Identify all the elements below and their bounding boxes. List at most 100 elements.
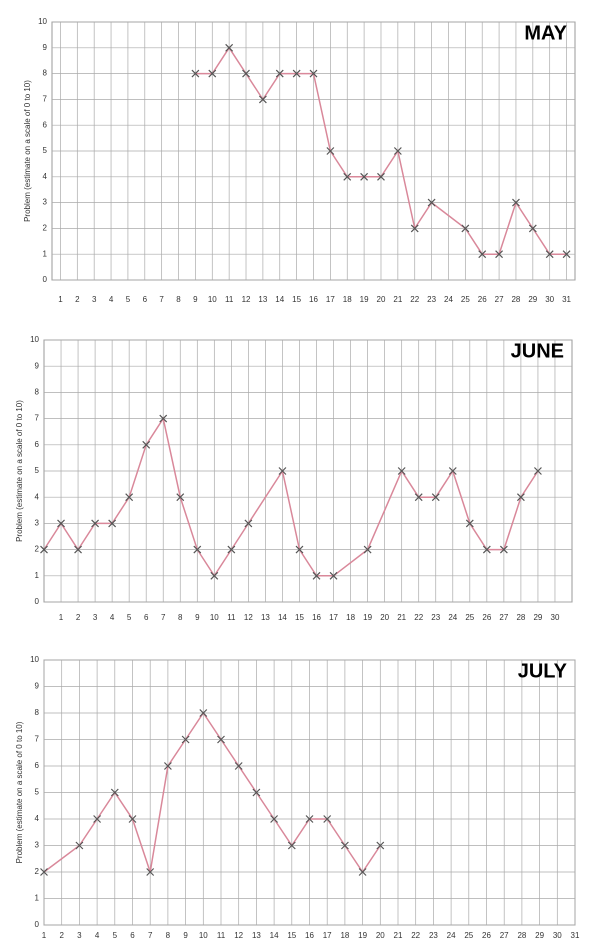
data-point — [270, 815, 279, 823]
data-point — [427, 198, 436, 207]
y-tick-label: 10 — [30, 655, 39, 664]
x-tick-label: 28 — [517, 931, 526, 940]
x-tick-label: 27 — [499, 613, 508, 622]
data-point — [191, 69, 200, 78]
x-tick-label: 24 — [444, 295, 453, 304]
x-tick-label: 26 — [482, 613, 491, 622]
x-tick-label: 22 — [414, 613, 423, 622]
x-tick-label: 24 — [447, 931, 456, 940]
data-point — [199, 709, 208, 717]
y-axis-label: Problem (estimate on a scale of 0 to 10) — [15, 400, 24, 542]
y-tick-label: 1 — [35, 894, 40, 903]
y-tick-label: 4 — [35, 492, 40, 501]
x-tick-label: 21 — [393, 295, 402, 304]
x-tick-label: 2 — [75, 295, 80, 304]
x-tick-label: 23 — [429, 931, 438, 940]
data-point — [57, 519, 65, 528]
data-point — [275, 69, 284, 78]
data-point — [410, 224, 419, 233]
y-tick-label: 5 — [35, 466, 40, 475]
x-tick-label: 28 — [516, 613, 525, 622]
data-point — [358, 868, 367, 876]
data-point — [360, 172, 369, 181]
x-tick-label: 9 — [183, 931, 188, 940]
x-tick-label: 19 — [363, 613, 372, 622]
data-point — [397, 467, 406, 475]
data-point — [292, 69, 301, 78]
x-tick-label: 1 — [59, 613, 64, 622]
x-tick-label: 25 — [465, 613, 474, 622]
data-point — [482, 545, 491, 554]
data-point — [376, 841, 385, 850]
x-tick-label: 7 — [159, 295, 164, 304]
y-tick-label: 8 — [35, 388, 40, 397]
data-point — [181, 735, 190, 744]
y-tick-label: 9 — [35, 361, 40, 370]
y-tick-label: 3 — [35, 519, 40, 528]
y-tick-label: 3 — [43, 198, 48, 207]
y-tick-label: 9 — [35, 682, 40, 691]
x-tick-label: 27 — [500, 931, 509, 940]
x-tick-label: 21 — [397, 613, 406, 622]
x-tick-label: 21 — [394, 931, 403, 940]
data-point — [534, 467, 542, 475]
data-point — [393, 147, 402, 155]
x-tick-label: 4 — [110, 613, 115, 622]
x-tick-label: 14 — [275, 295, 284, 304]
x-tick-label: 17 — [323, 931, 332, 940]
y-tick-label: 8 — [43, 69, 48, 78]
data-point — [142, 440, 151, 449]
x-tick-label: 5 — [126, 295, 131, 304]
x-tick-label: 12 — [234, 931, 243, 940]
y-tick-label: 8 — [35, 708, 40, 717]
chart-title: JULY — [518, 660, 568, 682]
x-tick-label: 20 — [380, 613, 389, 622]
y-tick-label: 5 — [43, 146, 48, 155]
x-tick-label: 30 — [545, 295, 554, 304]
y-axis-label: Problem (estimate on a scale of 0 to 10) — [23, 80, 32, 222]
chart-title: MAY — [524, 22, 567, 44]
data-point — [465, 519, 474, 528]
data-point — [234, 762, 243, 770]
data-point — [295, 545, 304, 554]
data-point — [208, 69, 217, 78]
x-tick-label: 5 — [127, 613, 132, 622]
x-tick-label: 28 — [511, 295, 520, 304]
x-tick-label: 9 — [195, 613, 200, 622]
data-point — [40, 868, 48, 876]
x-tick-label: 23 — [427, 295, 436, 304]
data-point — [323, 815, 332, 823]
data-point — [91, 519, 100, 528]
data-point — [125, 493, 134, 502]
y-tick-label: 7 — [35, 735, 40, 744]
x-tick-label: 25 — [461, 295, 470, 304]
x-tick-label: 2 — [76, 613, 81, 622]
data-point — [93, 815, 102, 823]
x-tick-label: 4 — [95, 931, 100, 940]
y-tick-label: 4 — [35, 814, 40, 823]
y-tick-label: 10 — [30, 335, 39, 344]
x-tick-label: 3 — [93, 613, 98, 622]
x-tick-label: 11 — [227, 613, 236, 622]
data-point — [244, 519, 253, 528]
x-tick-label: 14 — [278, 613, 287, 622]
data-point — [146, 868, 155, 876]
y-tick-label: 1 — [43, 249, 48, 258]
data-point — [461, 224, 470, 233]
x-tick-label: 25 — [464, 931, 473, 940]
data-point — [176, 493, 185, 502]
x-tick-label: 11 — [217, 931, 226, 940]
x-tick-label: 6 — [143, 295, 148, 304]
x-tick-label: 7 — [148, 931, 153, 940]
x-tick-label: 23 — [431, 613, 440, 622]
x-tick-label: 16 — [305, 931, 314, 940]
x-tick-label: 2 — [59, 931, 64, 940]
chart-title: JUNE — [511, 340, 564, 362]
x-tick-label: 6 — [144, 613, 149, 622]
data-line — [195, 46, 567, 255]
data-point — [252, 788, 261, 797]
x-tick-label: 19 — [360, 295, 369, 304]
data-point — [40, 545, 48, 554]
